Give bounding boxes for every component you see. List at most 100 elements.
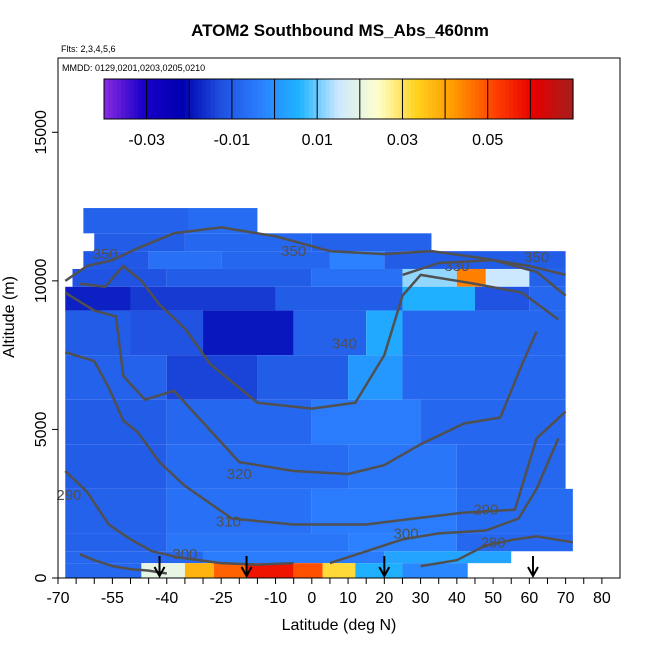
colorbar-swatch <box>381 79 386 119</box>
contour-label: 320 <box>227 466 252 483</box>
colorbar-swatch <box>560 79 566 119</box>
colorbar-swatch <box>248 79 254 119</box>
x-tick-label: 70 <box>557 590 575 607</box>
contour-label: 290 <box>473 502 498 519</box>
colorbar-swatch <box>312 79 318 119</box>
heatmap-cell <box>83 208 189 234</box>
y-axis-label: Altitude (m) <box>1 276 18 358</box>
colorbar-swatch <box>167 79 173 119</box>
heatmap-cell <box>275 286 403 311</box>
heatmap-cell <box>221 251 330 269</box>
heatmap-cell <box>184 563 214 578</box>
flight-arrow-head <box>240 566 253 579</box>
colorbar-swatch <box>261 79 267 119</box>
colorbar-frame <box>103 78 574 120</box>
contour-line <box>79 264 560 410</box>
heatmap-cell <box>203 310 294 356</box>
heatmap-cell <box>213 563 247 578</box>
heatmap-cell <box>65 286 131 311</box>
colorbar-swatch <box>180 79 186 119</box>
colorbar-swatch <box>504 79 510 119</box>
colorbar-swatch <box>453 79 459 119</box>
colorbar-swatch <box>534 79 540 119</box>
colorbar-swatch <box>121 79 126 119</box>
colorbar-swatch <box>197 79 203 119</box>
heatmap-cell <box>485 268 530 287</box>
heatmap-cell <box>311 268 403 287</box>
colorbar-tick-label: -0.03 <box>128 132 165 149</box>
contour-line <box>64 351 567 526</box>
colorbar-swatch <box>176 79 182 119</box>
colorbar-swatch <box>440 79 446 119</box>
contour-label: 310 <box>216 514 241 531</box>
colorbar-swatch <box>500 79 506 119</box>
colorbar-swatch <box>291 79 297 119</box>
colorbar-swatch <box>462 79 468 119</box>
colorbar-swatch <box>329 79 335 119</box>
colorbar-swatch <box>364 79 369 119</box>
colorbar-swatch <box>530 79 536 119</box>
colorbar-swatch <box>449 79 455 119</box>
x-tick-label: 60 <box>520 590 538 607</box>
colorbar-swatch <box>491 79 497 119</box>
colorbar-swatch <box>487 79 493 119</box>
heatmap-cell <box>130 310 204 356</box>
colorbar-swatch <box>202 79 207 119</box>
colorbar-swatch <box>415 79 421 119</box>
colorbar: -0.03 -0.01 0.01 0.03 0.05 <box>103 78 574 149</box>
heatmap-cell <box>329 251 385 269</box>
colorbar-swatch <box>236 79 242 119</box>
colorbar-swatch <box>372 79 378 119</box>
colorbar-swatch <box>308 79 314 119</box>
flight-arrow-head <box>527 566 539 579</box>
dates-note: MMDD: 0129,0201,0203,0205,0210 <box>62 63 205 73</box>
heatmap-cell <box>322 563 356 578</box>
flight-arrow-head <box>378 566 391 579</box>
colorbar-swatch <box>321 79 327 119</box>
heatmap-cell <box>402 286 475 311</box>
heatmap-cell <box>83 251 149 269</box>
colorbar-swatch <box>125 79 131 119</box>
colorbar-swatch <box>300 79 305 119</box>
x-tick-label: -25 <box>210 590 233 607</box>
colorbar-swatch <box>564 79 570 119</box>
colorbar-swatch <box>142 79 148 119</box>
colorbar-swatch <box>219 79 224 119</box>
heatmap-cells <box>65 208 573 578</box>
colorbar-swatch <box>210 79 216 119</box>
y-axis: 0 5000 10000 15000 <box>33 110 58 582</box>
heatmap-cell <box>402 355 566 400</box>
colorbar-swatch <box>509 79 514 119</box>
y-tick-label: 15000 <box>33 110 50 155</box>
colorbar-swatch <box>155 79 161 119</box>
x-tick-label: 50 <box>484 590 502 607</box>
colorbar-swatch <box>483 79 489 119</box>
colorbar-swatch <box>496 79 502 119</box>
x-tick-label: 80 <box>593 590 611 607</box>
x-tick-label: 20 <box>375 590 393 607</box>
contour-label: 340 <box>332 335 357 352</box>
y-tick-label: 10000 <box>33 259 50 304</box>
contour-line <box>420 535 574 568</box>
heatmap-cell <box>148 251 222 269</box>
colorbar-swatch <box>231 79 237 119</box>
contour-line <box>79 553 167 575</box>
colorbar-swatch <box>159 79 165 119</box>
colorbar-swatch <box>287 79 293 119</box>
colorbar-swatch <box>334 79 340 119</box>
colorbar-swatch <box>133 79 139 119</box>
colorbar-swatch <box>389 79 395 119</box>
contour-label: 350 <box>524 249 549 266</box>
colorbar-swatch <box>406 79 412 119</box>
colorbar-swatch <box>351 79 357 119</box>
colorbar-swatch <box>432 79 438 119</box>
x-tick-label: -10 <box>264 590 287 607</box>
colorbar-tick-label: 0.05 <box>472 132 503 149</box>
heatmap-cell <box>65 444 167 489</box>
colorbar-swatch <box>240 79 246 119</box>
colorbar-swatch <box>402 79 408 119</box>
x-tick-label: 40 <box>448 590 466 607</box>
colorbar-swatch <box>359 79 365 119</box>
colorbar-swatch <box>521 79 527 119</box>
colorbar-swatch <box>410 79 416 119</box>
